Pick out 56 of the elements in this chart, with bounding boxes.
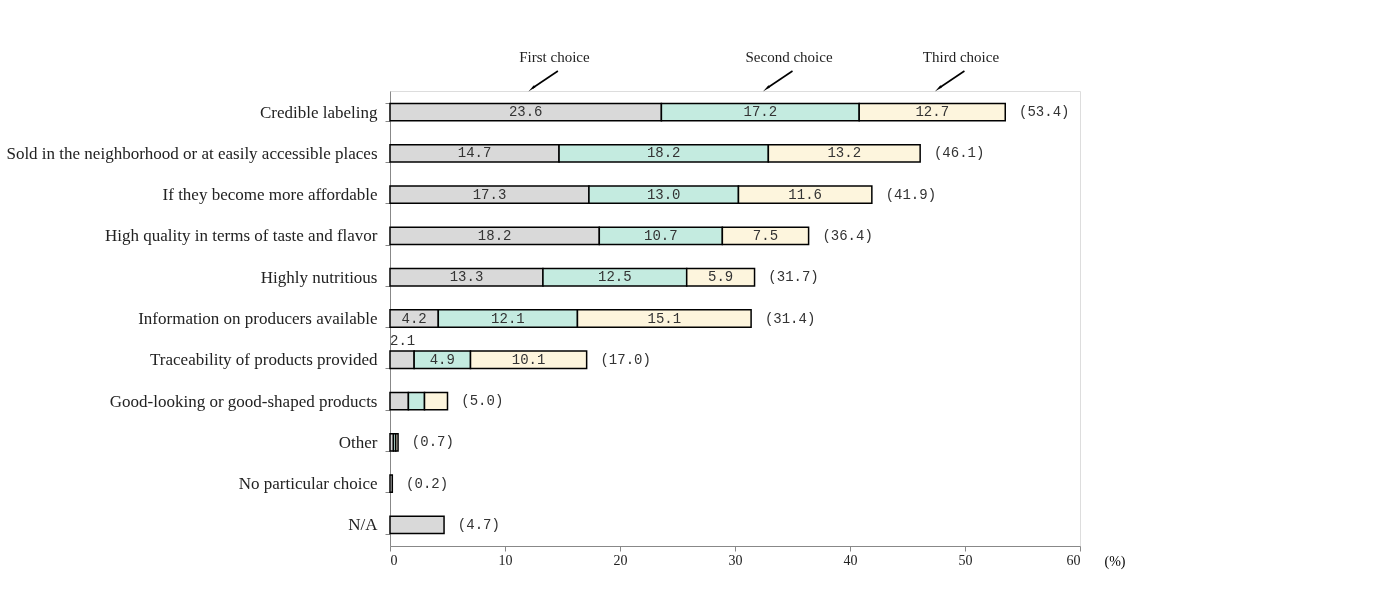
y-tick-label: Good-looking or good-shaped products [109, 391, 378, 411]
text: Second choice [745, 49, 833, 65]
data-label: 4.2 [401, 310, 427, 327]
total-label: (53.4) [1019, 104, 1070, 121]
total-label: (36.4) [822, 227, 873, 244]
data-label: 10.1 [511, 351, 546, 368]
data-label: 12.1 [491, 310, 525, 327]
data-label: 12.5 [598, 269, 632, 286]
x-tick-label: 30 [728, 552, 743, 568]
total-label: (5.0) [461, 393, 504, 410]
total-label: (41.9) [885, 186, 937, 203]
data-label: 23.6 [508, 104, 543, 121]
y-tick-label: Other [338, 432, 378, 452]
data-label: 18.2 [477, 227, 512, 244]
total-label: (0.2) [406, 475, 449, 492]
x-tick-label: 20 [613, 552, 628, 568]
data-label: 7.5 [752, 227, 779, 244]
x-tick-label: 60 [1066, 552, 1081, 568]
data-label: 4.9 [429, 351, 455, 368]
y-tick-label: If they become more affordable [162, 185, 378, 205]
data-label: 14.7 [457, 145, 492, 162]
x-tick-label: 50 [958, 552, 973, 568]
data-label: 13.2 [827, 145, 862, 162]
data-label: 5.9 [708, 269, 734, 286]
y-tick-label: Highly nutritious [260, 267, 378, 287]
total-label: (31.7) [768, 269, 819, 286]
y-tick-label: Sold in the neighborhood or at easily accessible places [6, 143, 378, 163]
total-label: (46.1) [933, 145, 985, 162]
y-tick-label: Information on producers available [138, 309, 378, 328]
data-label: 13.0 [646, 186, 681, 203]
x-tick-label: 10 [498, 552, 513, 568]
y-tick-label: Traceability of products provided [150, 350, 378, 370]
data-label: 18.2 [646, 145, 681, 162]
data-label: 17.3 [472, 186, 507, 203]
total-label: (17.0) [600, 351, 651, 368]
bar [389, 515, 445, 535]
text: Third choice [922, 49, 1000, 65]
y-tick-label: High quality in terms of taste and flavor [105, 226, 378, 246]
x-tick-label: 0 [390, 552, 398, 568]
total-label: (31.4) [764, 310, 816, 327]
data-label: 11.6 [788, 186, 822, 203]
y-tick-label: N/A [348, 515, 379, 535]
data-label: 17.2 [743, 104, 778, 121]
total-label: (0.7) [411, 434, 454, 451]
y-tick-label: Credible labeling [259, 102, 378, 122]
bar [389, 474, 394, 494]
x-axis-title: (%) [1104, 553, 1126, 570]
data-label: 13.3 [449, 269, 484, 286]
data-label: 12.7 [915, 104, 950, 121]
text: First choice [519, 49, 590, 65]
x-tick-label: 40 [843, 552, 858, 568]
data-label: 10.7 [644, 227, 678, 244]
data-label: 15.1 [647, 310, 682, 327]
y-tick-label: No particular choice [238, 474, 378, 494]
data-label: 2.1 [390, 332, 416, 349]
total-label: (4.7) [457, 516, 500, 533]
